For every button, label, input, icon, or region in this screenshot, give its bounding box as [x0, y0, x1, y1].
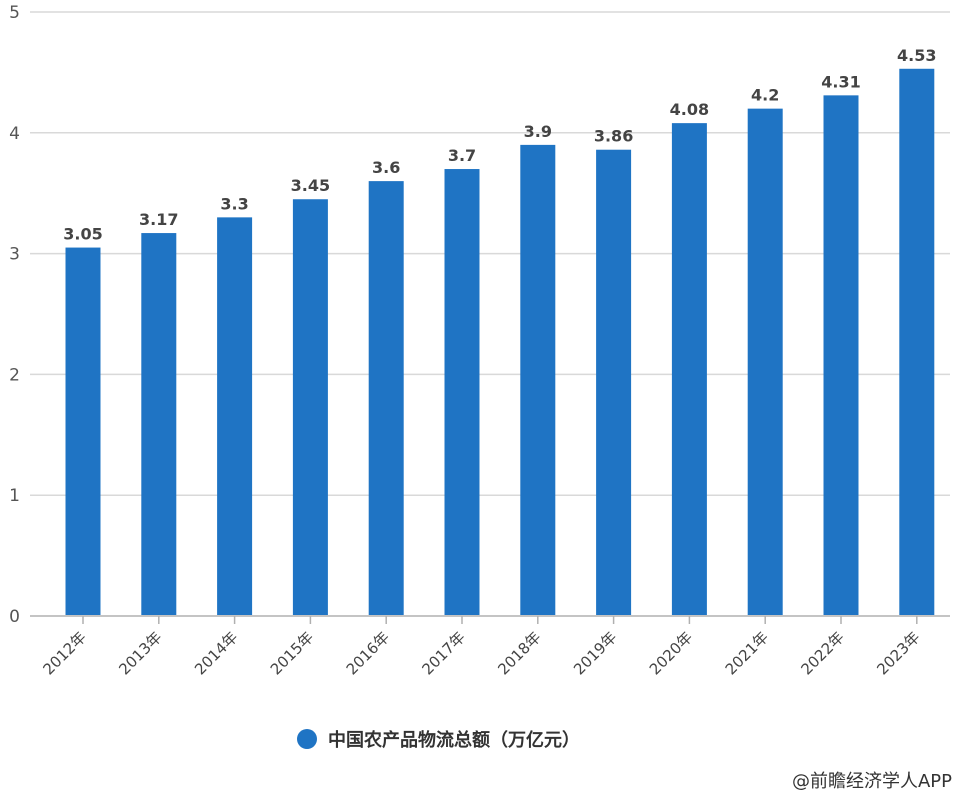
legend-label: 中国农产品物流总额（万亿元） — [328, 729, 580, 751]
bar — [444, 169, 480, 617]
x-tick-label: 2015年 — [267, 628, 317, 678]
y-tick-label: 2 — [9, 365, 20, 385]
bar — [747, 108, 783, 616]
bar — [823, 95, 859, 617]
bar — [217, 217, 253, 617]
y-axis: 0 1 2 3 4 5 — [9, 3, 20, 627]
bar — [520, 144, 556, 616]
bar — [368, 181, 404, 616]
x-tick-label: 2018年 — [494, 628, 544, 678]
x-tick-label: 2022年 — [797, 628, 847, 678]
x-tick-label: 2013年 — [115, 628, 165, 678]
bar-value-label: 3.3 — [220, 194, 248, 213]
x-tick-label: 2020年 — [646, 628, 696, 678]
bar-value-label: 3.45 — [291, 176, 330, 195]
bar — [671, 123, 707, 617]
y-tick-label: 4 — [9, 124, 20, 144]
y-tick-label: 5 — [9, 3, 20, 23]
bar-value-label: 3.17 — [139, 210, 178, 229]
source-credit: @前瞻经济学人APP — [792, 771, 952, 792]
bar-value-label: 3.05 — [63, 225, 102, 244]
x-axis: 2012年 2013年 2014年 2015年 2016年 2017年 2018年 2019年… — [30, 615, 950, 678]
bar — [292, 199, 328, 617]
y-tick-label: 3 — [9, 245, 20, 265]
bar-value-label: 3.86 — [594, 127, 633, 146]
bar — [141, 233, 177, 616]
bar — [596, 149, 632, 616]
x-tick-label: 2014年 — [191, 628, 241, 678]
y-tick-label: 1 — [9, 486, 20, 506]
x-tick-label: 2021年 — [722, 628, 772, 678]
x-tick-label: 2012年 — [39, 628, 89, 678]
bar — [65, 247, 101, 616]
bar-value-label: 3.6 — [372, 158, 400, 177]
bar-value-label: 3.9 — [524, 122, 552, 141]
legend-marker-icon — [297, 729, 317, 749]
x-tick-label: 2023年 — [873, 628, 923, 678]
x-tick-label: 2019年 — [570, 628, 620, 678]
bar-value-label: 4.08 — [670, 100, 709, 119]
bars: 3.05 3.17 3.3 3.45 3.6 3.7 3.9 3.86 4.08 4.2 4.31 4… — [63, 46, 937, 617]
gridlines — [30, 11, 950, 496]
bar — [899, 68, 935, 616]
x-tick-label: 2017年 — [418, 628, 468, 678]
bar-value-label: 4.53 — [897, 46, 936, 65]
y-tick-label: 0 — [9, 607, 20, 627]
bar-value-label: 3.7 — [448, 146, 476, 165]
legend: 中国农产品物流总额（万亿元） — [297, 729, 580, 751]
bar-value-label: 4.2 — [751, 86, 779, 105]
x-tick-label: 2016年 — [343, 628, 393, 678]
bar-value-label: 4.31 — [821, 72, 860, 91]
